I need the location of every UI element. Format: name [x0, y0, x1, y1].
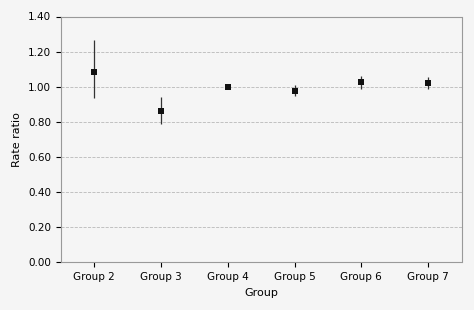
Y-axis label: Rate ratio: Rate ratio — [12, 112, 22, 167]
X-axis label: Group: Group — [244, 287, 278, 298]
